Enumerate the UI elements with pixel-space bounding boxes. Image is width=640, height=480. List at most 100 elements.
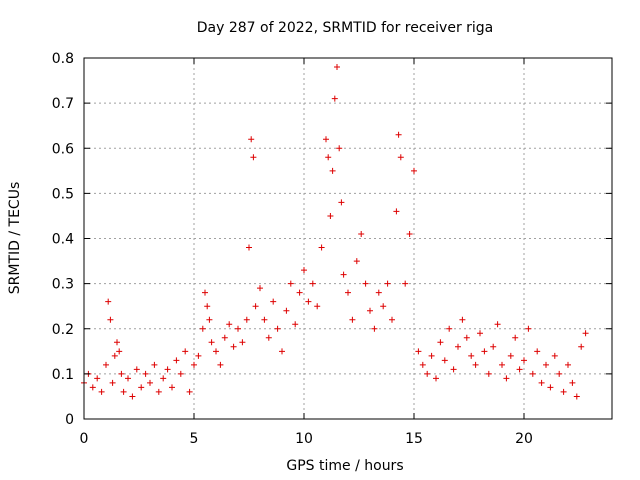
data-point	[270, 298, 277, 305]
data-point	[261, 316, 268, 323]
data-point	[257, 285, 263, 292]
data-point	[142, 370, 149, 377]
data-point	[340, 271, 347, 278]
data-point	[503, 375, 510, 382]
data-point	[380, 303, 387, 310]
y-tick-label: 0.2	[52, 322, 74, 338]
data-point	[195, 352, 202, 359]
data-point	[578, 343, 585, 350]
data-point	[151, 361, 158, 368]
y-tick-label: 0.7	[52, 96, 74, 112]
data-point	[516, 366, 523, 373]
data-point	[334, 64, 340, 71]
data-point	[345, 289, 351, 296]
data-point	[116, 348, 123, 355]
data-point	[155, 388, 162, 395]
data-point	[463, 334, 470, 341]
data-point	[393, 208, 400, 215]
data-point	[543, 361, 549, 368]
data-point	[204, 303, 211, 310]
y-tick-label: 0.1	[52, 367, 74, 383]
data-point	[164, 366, 171, 373]
y-tick-label: 0	[65, 412, 74, 428]
data-point	[239, 339, 246, 346]
y-tick-label: 0.4	[52, 232, 74, 248]
data-point	[353, 258, 360, 265]
data-point	[485, 370, 492, 377]
data-point	[424, 370, 431, 377]
y-tick-label: 0.5	[52, 186, 74, 202]
x-axis-label: GPS time / hours	[286, 458, 403, 474]
data-point	[512, 334, 519, 341]
data-point	[314, 303, 321, 310]
data-point	[318, 244, 325, 251]
data-point	[177, 370, 184, 377]
data-point	[560, 388, 567, 395]
data-point	[248, 136, 255, 143]
data-point	[323, 136, 329, 143]
data-point	[384, 280, 391, 287]
data-point	[507, 352, 514, 359]
data-point	[371, 325, 378, 332]
data-point	[305, 298, 312, 305]
data-point	[301, 267, 307, 274]
data-point	[235, 325, 241, 332]
data-point	[481, 348, 488, 355]
data-point	[446, 325, 453, 332]
data-point	[459, 316, 466, 323]
data-point	[402, 280, 409, 287]
data-point	[292, 321, 299, 328]
data-point	[202, 289, 208, 296]
data-point	[477, 330, 483, 337]
data-point	[525, 325, 532, 332]
data-point	[529, 370, 536, 377]
x-tick-label: 15	[405, 431, 423, 447]
y-tick-label: 0.3	[52, 277, 74, 293]
data-point	[433, 375, 439, 382]
chart-title: Day 287 of 2022, SRMTID for receiver rig…	[197, 20, 494, 36]
data-point	[246, 244, 252, 251]
data-point	[415, 348, 422, 355]
data-point	[455, 343, 461, 350]
data-point	[213, 348, 219, 355]
data-point	[375, 289, 382, 296]
y-tick-label: 0.6	[52, 141, 74, 157]
data-point	[499, 361, 505, 368]
data-point	[367, 307, 373, 314]
x-tick-label: 5	[190, 431, 199, 447]
data-point	[468, 352, 475, 359]
data-point	[338, 199, 345, 206]
data-point	[490, 343, 497, 350]
y-axis-label: SRMTID / TECUs	[7, 182, 23, 295]
data-point	[94, 375, 101, 382]
data-point	[336, 145, 343, 152]
data-point	[411, 167, 417, 174]
data-point	[389, 316, 395, 323]
data-point	[556, 370, 563, 377]
data-point	[406, 230, 413, 237]
y-tick-label: 0.8	[52, 51, 74, 67]
data-point	[103, 361, 109, 368]
data-point	[582, 330, 589, 337]
data-point	[283, 307, 290, 314]
data-point	[252, 303, 259, 310]
data-point	[296, 289, 303, 296]
data-point	[428, 352, 435, 359]
data-point	[265, 334, 272, 341]
data-point	[472, 361, 479, 368]
data-point	[419, 361, 426, 368]
data-point	[120, 388, 127, 395]
x-tick-label: 20	[515, 431, 533, 447]
data-point	[441, 357, 448, 364]
data-point	[217, 361, 224, 368]
data-point	[358, 230, 365, 237]
data-point	[274, 325, 281, 332]
data-point	[243, 316, 250, 323]
data-point	[160, 375, 167, 382]
data-point	[395, 131, 402, 138]
data-point	[111, 352, 118, 359]
data-point	[138, 384, 145, 391]
data-point	[186, 388, 193, 395]
data-point	[109, 379, 116, 386]
data-point	[226, 321, 233, 328]
